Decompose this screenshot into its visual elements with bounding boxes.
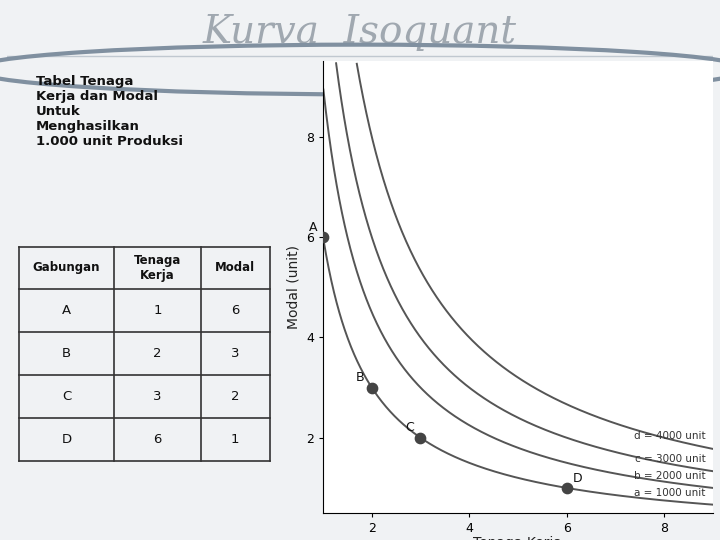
Point [318, 233, 329, 241]
Text: 3: 3 [231, 347, 240, 360]
Text: D: D [61, 433, 71, 446]
Text: c = 3000 unit: c = 3000 unit [635, 454, 706, 464]
Text: a = 1000 unit: a = 1000 unit [634, 488, 706, 498]
Text: 6: 6 [231, 305, 240, 318]
Text: Modal: Modal [215, 261, 256, 274]
Text: 3: 3 [153, 390, 161, 403]
Text: Tenaga
Kerja: Tenaga Kerja [134, 254, 181, 282]
Text: Kurva  Isoquant: Kurva Isoquant [203, 14, 517, 51]
Text: A: A [62, 305, 71, 318]
Text: D: D [572, 472, 582, 485]
Text: 1: 1 [153, 305, 161, 318]
Point [366, 383, 377, 392]
Text: Tabel Tenaga
Kerja dan Modal
Untuk
Menghasilkan
1.000 unit Produksi: Tabel Tenaga Kerja dan Modal Untuk Mengh… [36, 75, 183, 148]
Text: b = 2000 unit: b = 2000 unit [634, 471, 706, 481]
Text: C: C [62, 390, 71, 403]
Point [561, 484, 572, 492]
X-axis label: Tenaga Kerja
(unit): Tenaga Kerja (unit) [474, 536, 562, 540]
Y-axis label: Modal (unit): Modal (unit) [287, 245, 300, 329]
Text: 2: 2 [231, 390, 240, 403]
Text: B: B [356, 370, 365, 383]
Text: C: C [405, 421, 414, 434]
Text: A: A [308, 221, 317, 234]
Text: B: B [62, 347, 71, 360]
Text: 1: 1 [231, 433, 240, 446]
Text: 2: 2 [153, 347, 161, 360]
Text: 6: 6 [153, 433, 161, 446]
Text: d = 4000 unit: d = 4000 unit [634, 431, 706, 441]
Text: Gabungan: Gabungan [32, 261, 100, 274]
Point [415, 434, 426, 442]
